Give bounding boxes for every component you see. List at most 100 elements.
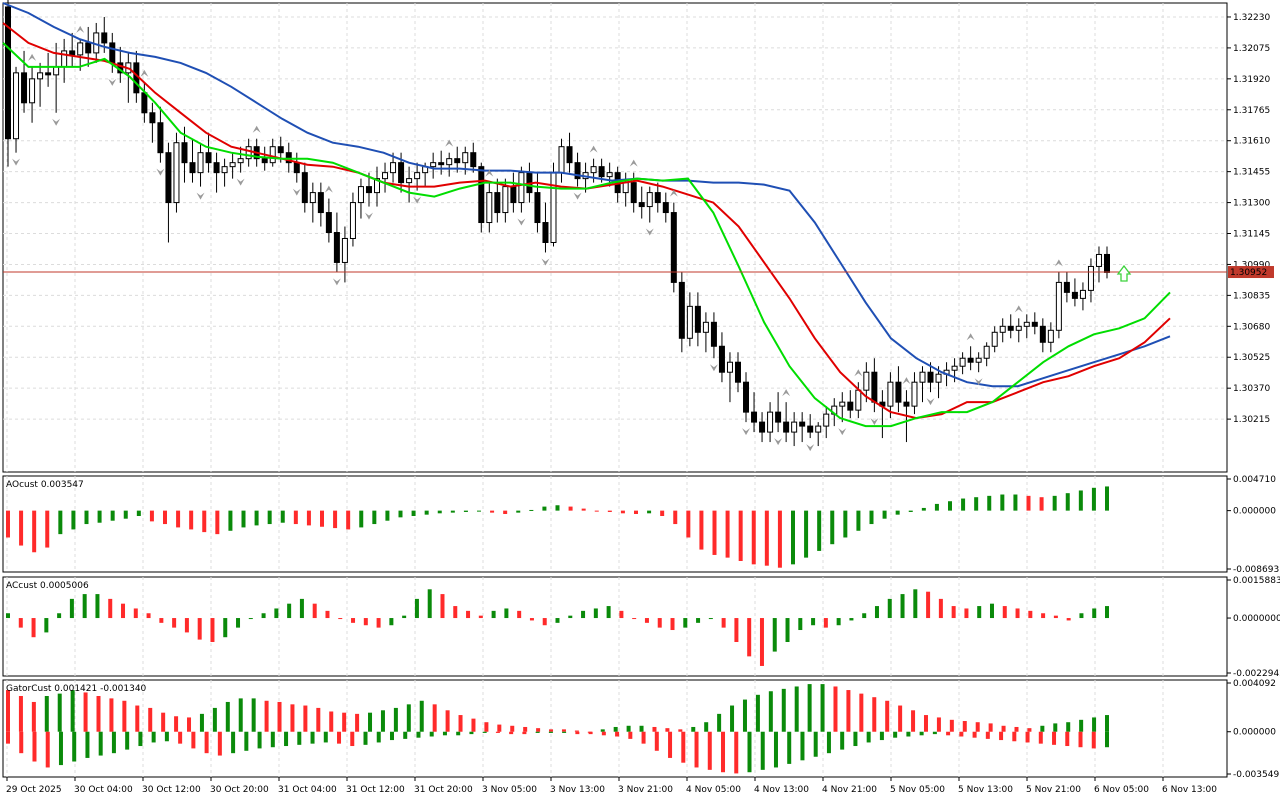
ao-bar [477,510,481,512]
gator-bar [575,731,580,735]
ac-bar [811,618,816,626]
gator-bar [1092,717,1097,732]
gator-panel-title: GatorCust 0.001421 -0.001340 [6,684,147,694]
bullish-candle [357,186,364,204]
bearish-candle [807,425,814,433]
gator-bar [277,701,282,732]
fractal-up-icon [669,189,678,197]
gator-bar [122,700,127,732]
fractal-up-icon [902,377,911,385]
fractal-up-icon [252,125,261,133]
fractal-down-icon [413,196,422,204]
fractal-down-icon [156,168,165,176]
time-axis-label: 29 Oct 2025 [6,785,62,795]
bearish-candle [101,32,108,44]
ao-axis-label: 0.004710 [1233,475,1276,485]
fractal-up-icon [76,25,85,33]
gator-bar [416,731,421,738]
gator-bar [523,726,528,732]
price-axis-label: 1.30370 [1233,384,1270,394]
gator-bar [1027,728,1032,732]
ac-bar [453,606,458,619]
bearish-candle [21,72,28,104]
fractal-down-icon [292,188,301,196]
fractal-up-icon [1014,305,1023,313]
fractal-up-icon [854,369,863,377]
gator-bar [654,731,659,751]
ao-bar [987,495,992,511]
ac-bar [593,608,598,619]
bullish-candle [229,162,236,168]
ac-bar [210,618,215,642]
ao-bar [123,510,128,519]
bearish-candle [213,162,220,174]
ao-bar [424,510,429,515]
bullish-candle [622,182,629,194]
gator-bar [98,731,103,756]
bullish-candle [959,357,966,367]
ac-bar [747,618,752,657]
ao-bar [1105,486,1109,511]
gator-bar [44,696,49,732]
bullish-candle [173,142,180,204]
ao-bar [634,510,638,514]
gator-bar [730,705,735,732]
bullish-candle [590,166,597,174]
gator-bar [1040,725,1045,732]
ao-bar [712,510,717,555]
gator-bar [641,731,646,744]
gator-bar [574,730,579,732]
gator-bar [665,728,670,732]
bearish-candle [478,166,485,224]
gator-bar [681,731,686,763]
ao-bar [228,510,233,531]
bullish-candle [726,361,733,373]
ao-bar [581,508,586,511]
bullish-candle [53,66,60,76]
bullish-candle [951,365,958,371]
bullish-candle [309,192,316,204]
gator-bar [588,731,593,735]
gator-bar [6,690,10,732]
bearish-candle [317,192,324,214]
bullish-candle [502,186,509,214]
gator-bar [678,729,683,732]
bullish-candle [991,331,998,347]
ac-bar [261,613,266,619]
bullish-candle [414,172,421,180]
price-axis-label: 1.31455 [1233,168,1270,178]
gator-bar [1078,731,1083,748]
gator-bar [936,717,941,732]
fractal-down-icon [364,212,373,220]
gator-bar [1025,731,1030,743]
ac-bar [478,615,483,619]
bullish-candle [269,146,276,164]
bullish-candle [919,371,926,383]
gator-bar [820,684,825,732]
gator-bar [949,719,954,732]
ac-bar [287,603,292,619]
gator-bar [768,691,773,732]
gator-bar [601,731,606,736]
ac-bar [184,618,189,633]
gator-bar [199,713,204,732]
gator-bar [707,731,712,770]
gator-bar [58,731,63,766]
bearish-candle [470,152,477,168]
bearish-candle [734,361,741,383]
ao-bar [725,510,730,558]
ao-bar [136,510,141,516]
ao-bar [372,510,377,525]
gator-bar [1012,731,1017,742]
ac-bar [466,610,471,619]
ao-bar [594,510,599,512]
ac-bar [670,618,675,631]
bearish-candle [165,152,172,204]
gator-bar [393,707,398,732]
ao-bar [568,506,573,511]
gator-bar [350,731,355,747]
ac-bar [1066,618,1071,621]
bullish-candle [197,152,204,174]
gator-bar [600,729,605,732]
